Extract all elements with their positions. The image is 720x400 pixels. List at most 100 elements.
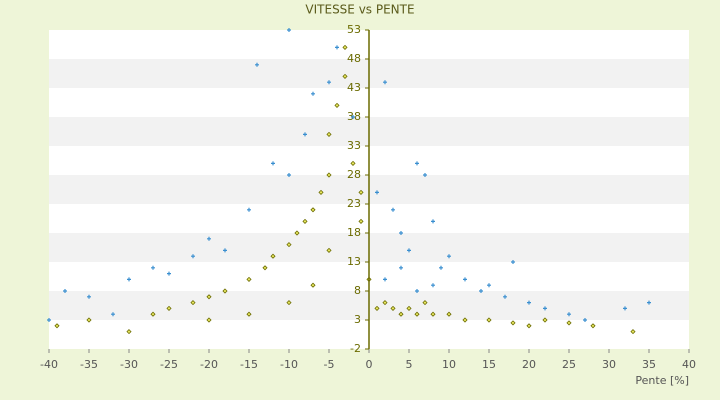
point: [399, 231, 403, 235]
point: [151, 265, 155, 270]
x-tick-label: 30: [602, 358, 616, 371]
point: [566, 320, 572, 326]
point: [286, 242, 292, 248]
point: [294, 230, 300, 236]
point: [415, 289, 419, 293]
x-tick-label: -20: [200, 358, 218, 371]
point: [383, 80, 387, 85]
point: [335, 45, 339, 50]
point: [255, 62, 259, 67]
point: [310, 207, 316, 213]
point: [63, 289, 67, 293]
point: [510, 320, 516, 326]
x-tick-label: 0: [366, 358, 373, 371]
x-tick-label: 40: [682, 358, 696, 371]
point: [414, 311, 420, 317]
y-tick-label: 48: [347, 52, 361, 65]
x-tick-label: -25: [160, 358, 178, 371]
point: [350, 160, 356, 166]
y-tick-label: 8: [354, 284, 361, 297]
y-tick-label: 23: [347, 197, 361, 210]
point: [415, 161, 419, 166]
point: [271, 161, 275, 166]
point: [327, 80, 331, 85]
point: [191, 254, 195, 259]
point: [623, 306, 627, 311]
point: [407, 248, 411, 253]
point: [326, 172, 332, 178]
x-axis-label: Pente [%]: [635, 374, 689, 387]
x-tick-label: 15: [482, 358, 496, 371]
y-tick-label: 13: [347, 255, 361, 268]
point: [342, 73, 348, 79]
point: [487, 283, 491, 288]
point: [111, 312, 115, 317]
point: [127, 277, 131, 282]
point: [567, 312, 571, 317]
point: [167, 271, 171, 276]
x-tick-label: -15: [240, 358, 258, 371]
point: [287, 28, 291, 32]
y-tick-label: 43: [347, 81, 361, 94]
point: [287, 173, 291, 177]
point: [334, 102, 340, 108]
x-tick-label: 5: [406, 358, 413, 371]
x-tick-label: -10: [280, 358, 298, 371]
point: [47, 318, 51, 322]
point: [351, 115, 355, 119]
x-tick-label: 10: [442, 358, 456, 371]
point: [222, 288, 228, 294]
point: [326, 247, 332, 253]
point: [446, 311, 452, 317]
point: [399, 265, 403, 270]
point: [527, 300, 531, 305]
x-tick-label: 20: [522, 358, 536, 371]
point: [311, 91, 315, 96]
point: [630, 329, 636, 335]
point: [398, 311, 404, 317]
point: [246, 276, 252, 282]
point: [479, 289, 483, 293]
point: [246, 311, 252, 317]
point: [190, 300, 196, 306]
point: [247, 207, 251, 212]
point: [382, 300, 388, 306]
y-tick-label: 53: [347, 23, 361, 36]
series: [47, 28, 651, 322]
x-tick-label: -5: [324, 358, 335, 371]
point: [647, 300, 651, 305]
x-tick-label: 35: [642, 358, 656, 371]
point: [503, 294, 507, 299]
point: [391, 207, 395, 212]
y-tick-label: 33: [347, 139, 361, 152]
point: [590, 323, 596, 329]
point: [286, 300, 292, 306]
point: [375, 190, 379, 195]
point: [54, 323, 60, 329]
point: [318, 189, 324, 195]
point: [439, 265, 443, 270]
y-tick-label: -2: [350, 342, 361, 355]
x-tick-label: -35: [80, 358, 98, 371]
chart-title: VITESSE vs PENTE: [305, 3, 414, 17]
point: [207, 236, 211, 241]
point: [462, 317, 468, 323]
point: [223, 248, 227, 253]
point: [262, 265, 268, 271]
point: [406, 305, 412, 311]
point: [583, 318, 587, 322]
point: [463, 277, 467, 282]
point: [302, 218, 308, 224]
point: [326, 131, 332, 137]
x-tick-label: -40: [40, 358, 58, 371]
point: [390, 305, 396, 311]
series: [54, 44, 636, 335]
point: [542, 317, 548, 323]
point: [303, 132, 307, 137]
point: [358, 189, 364, 195]
point: [422, 300, 428, 306]
y-tick-label: 28: [347, 168, 361, 181]
point: [374, 305, 380, 311]
